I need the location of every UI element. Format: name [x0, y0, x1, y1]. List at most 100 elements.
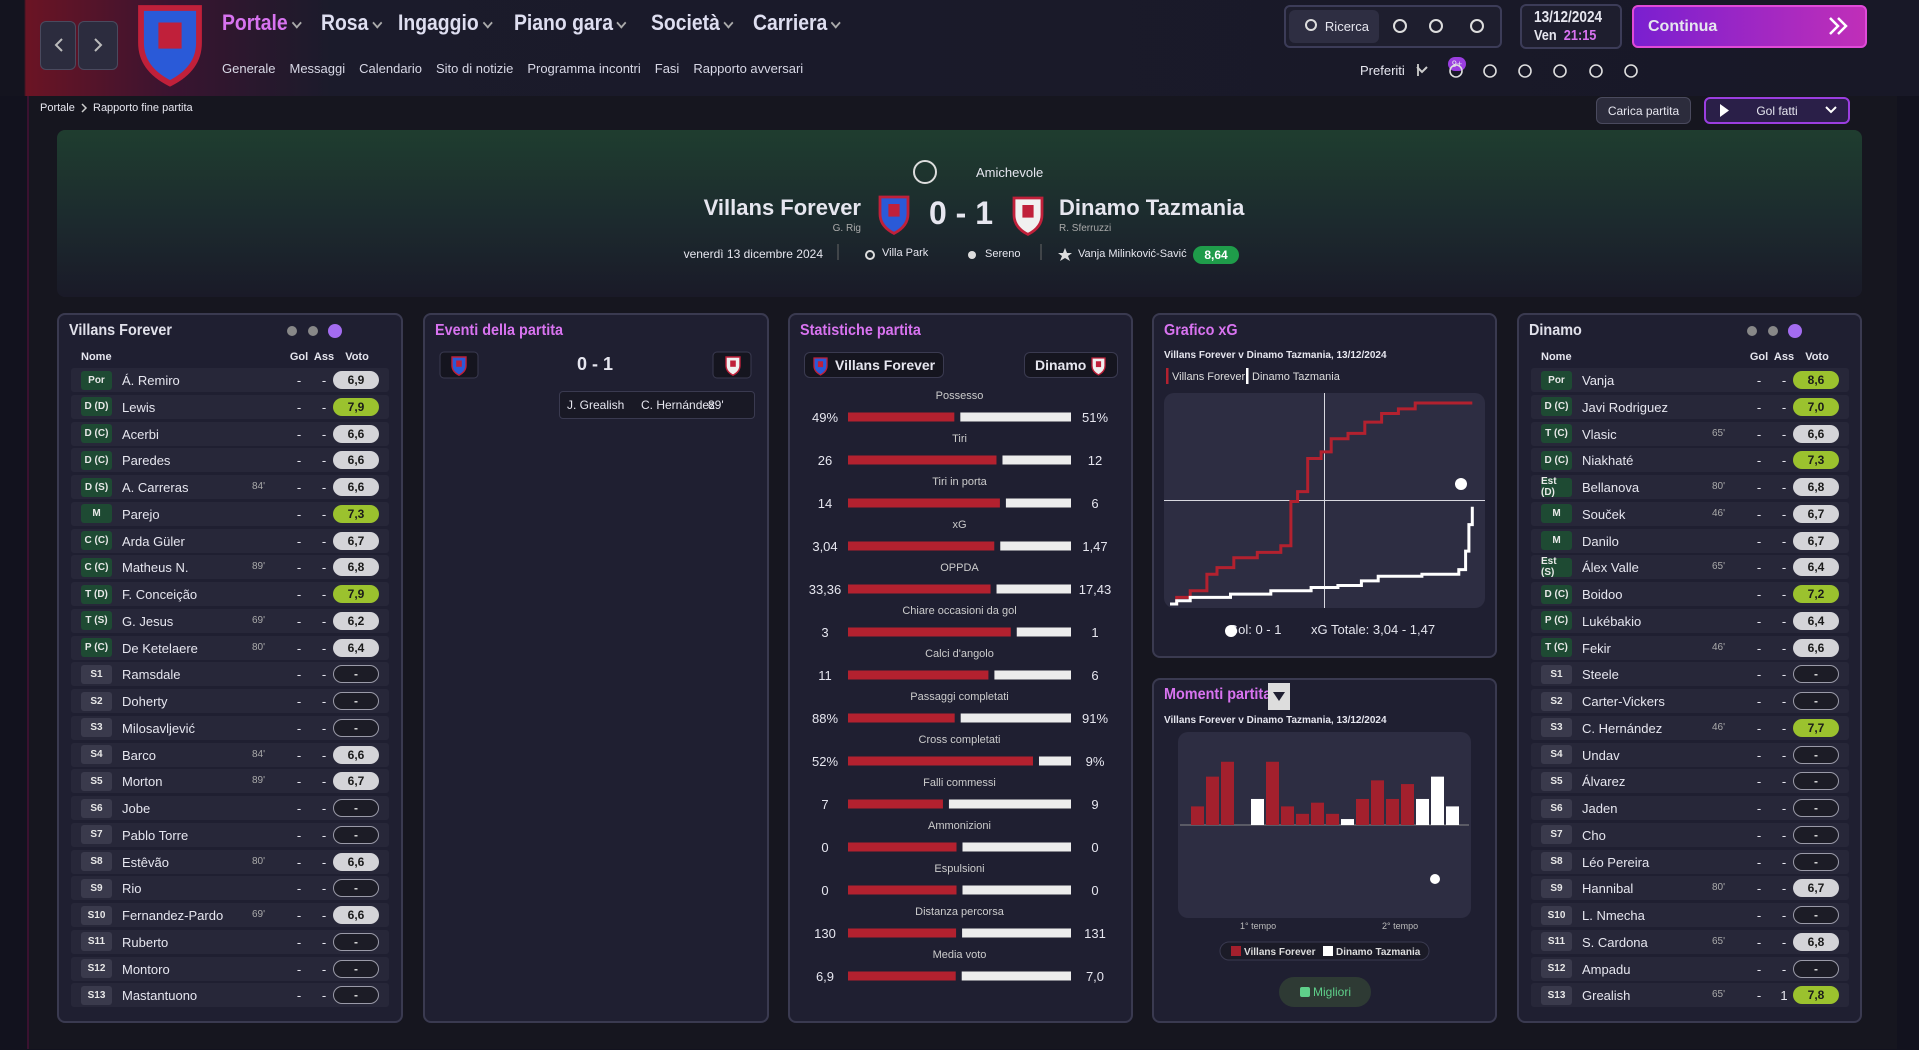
assists: -	[1781, 747, 1787, 763]
nav-subtab[interactable]: Messaggi	[289, 61, 346, 76]
player-name: A. Carreras	[122, 480, 189, 495]
player-name: Vanja	[1582, 373, 1615, 388]
goals: -	[1756, 881, 1762, 897]
rating: -	[333, 825, 379, 844]
nav-tab[interactable]: Piano gara	[514, 10, 625, 36]
nav-tab[interactable]: Carriera	[753, 10, 840, 36]
best-button[interactable]: Migliori	[1279, 977, 1371, 1007]
player-name: Montoro	[122, 961, 170, 977]
nav-subtab[interactable]: Programma incontri	[527, 61, 641, 76]
goals: -	[1756, 506, 1762, 522]
stats-away-team: Dinamo	[1024, 352, 1118, 378]
goals: -	[296, 480, 302, 495]
goals: -	[1756, 587, 1762, 602]
player-name: Vlasic	[1582, 426, 1617, 442]
panel-title: Dinamo	[1529, 322, 1582, 339]
nav-subtab[interactable]: Calendario	[359, 61, 422, 76]
goals: -	[296, 827, 302, 843]
rating: -	[1793, 852, 1839, 871]
sub-minute: 80'	[1712, 882, 1726, 894]
rating: 6,4	[333, 638, 379, 657]
stat-name: xG	[952, 519, 967, 531]
position-badge: D (C)	[1541, 584, 1572, 604]
search-button[interactable]: Ricerca	[1289, 10, 1379, 43]
nav-tab[interactable]: Portale	[222, 10, 300, 36]
stats-home-team: Villans Forever	[804, 352, 944, 378]
position-badge: S6	[1541, 798, 1572, 818]
nav-subtabs: Generale Messaggi Calendario Sito di notizi…	[222, 61, 803, 76]
nav-tab[interactable]: Ingaggio	[398, 10, 491, 36]
goals: -	[1756, 640, 1762, 656]
stat-home-value: 7	[821, 797, 829, 812]
goals: -	[1756, 827, 1762, 843]
column-header: Voto	[345, 351, 369, 363]
position-badge: D (S)	[81, 477, 112, 497]
position-badge: Por	[1541, 370, 1572, 390]
goals: -	[296, 667, 302, 683]
nav-subtab[interactable]: Rapporto avversari	[693, 61, 804, 76]
position-badge: S9	[81, 878, 112, 898]
sub-minute: 65'	[1712, 427, 1726, 439]
stats-panel	[788, 313, 1133, 1023]
first-half-label: 1° tempo	[1240, 921, 1277, 931]
stat-name: Tiri	[952, 433, 967, 445]
load-button[interactable]: Carica partita	[1596, 97, 1691, 124]
rating: 6,6	[1793, 424, 1839, 443]
breadcrumb-current: Rapporto fine partita	[93, 102, 193, 114]
position-badge: Est (S)	[1541, 556, 1572, 578]
sub-minute: 89'	[252, 561, 266, 573]
stat-home-value: 52%	[811, 754, 839, 769]
assists: -	[321, 560, 327, 576]
sub-minute: 46'	[1712, 721, 1726, 733]
position-badge: S11	[1541, 932, 1572, 952]
stat-home-value: 88%	[811, 711, 839, 726]
date: 13/12/2024	[1534, 9, 1603, 26]
breadcrumb-root[interactable]: Portale	[40, 102, 75, 114]
player-name: Jobe	[122, 801, 151, 816]
continue-label: Continua	[1648, 17, 1718, 35]
rating: -	[333, 665, 379, 684]
nav-tab[interactable]: Società	[651, 10, 732, 36]
assists: -	[1781, 453, 1787, 469]
back-button[interactable]	[40, 21, 76, 70]
nav-subtab[interactable]: Sito di notizie	[436, 61, 514, 76]
goals: -	[1756, 426, 1762, 442]
favorites[interactable]: Preferiti	[1360, 63, 1405, 78]
assists: -	[1781, 774, 1787, 790]
nav-subtab[interactable]: Generale	[222, 61, 276, 76]
rating: 7,8	[1793, 986, 1839, 1005]
goals: -	[1756, 908, 1762, 923]
position-badge: S7	[81, 825, 112, 845]
assists: -	[1781, 827, 1787, 843]
badge: 9+	[1448, 57, 1466, 71]
rating: 6,6	[333, 478, 379, 496]
stat-home-value: 6,9	[815, 969, 835, 984]
position-badge: D (C)	[81, 424, 112, 443]
assists: -	[1781, 640, 1787, 656]
nav-tab[interactable]: Rosa	[321, 10, 381, 36]
assists: -	[321, 399, 327, 415]
rating: 6,6	[333, 852, 379, 871]
date-box[interactable]: 13/12/2024 Ven 21:15	[1520, 4, 1622, 49]
position-badge: S4	[1541, 745, 1572, 764]
stat-home-value: 3	[821, 625, 829, 640]
rating: 6,6	[1793, 638, 1839, 657]
position-badge: S7	[1541, 825, 1572, 845]
rating: 6,7	[333, 772, 379, 791]
position-badge: Est (D)	[1541, 476, 1572, 498]
player-name: Carter-Vickers	[1582, 694, 1665, 709]
highlights-button[interactable]: Gol fatti	[1704, 97, 1850, 124]
stat-name: Cross completati	[918, 734, 1001, 746]
assists: -	[1781, 694, 1787, 709]
continue-button[interactable]: Continua	[1632, 5, 1867, 48]
match-date: venerdì 13 dicembre 2024	[683, 247, 823, 261]
goals: -	[296, 881, 302, 897]
forward-button[interactable]	[78, 21, 118, 70]
nav-subtab[interactable]: Fasi	[654, 61, 680, 76]
position-badge: D (D)	[81, 397, 112, 417]
column-header: Voto	[1805, 351, 1829, 363]
sub-minute: 89'	[252, 775, 266, 787]
goals: -	[296, 854, 302, 870]
stat-away-value: 9%	[1085, 754, 1105, 769]
assists: -	[321, 694, 327, 709]
